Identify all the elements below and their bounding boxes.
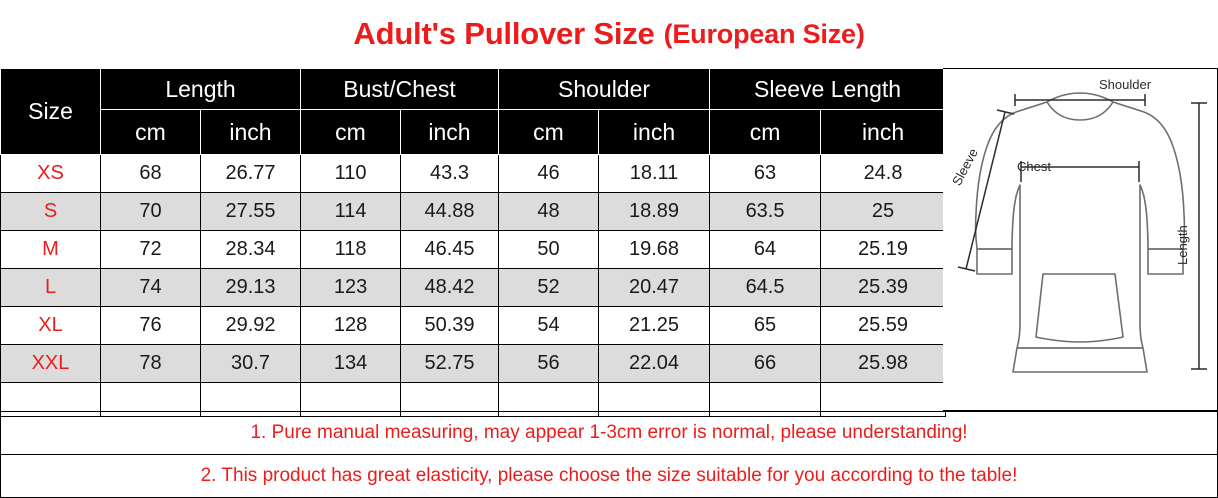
cell-shoulder-inch: 20.47 xyxy=(598,268,711,307)
size-table-body: XS 68 26.77 110 43.3 46 18.11 63 24.8 S … xyxy=(0,154,947,417)
header-unit-sleeve-inch: inch xyxy=(820,109,947,155)
cell-length-inch: 30.7 xyxy=(199,344,302,383)
cell-length-cm: 76 xyxy=(100,306,201,345)
cell-shoulder-inch: 18.11 xyxy=(598,154,711,193)
table-row: XXL 78 30.7 134 52.75 56 22.04 66 25.98 xyxy=(0,344,947,383)
table-header-row-groups: Size Length Bust/Chest Shoulder Sleeve L… xyxy=(0,68,947,155)
cell-length-cm: 74 xyxy=(100,268,201,307)
note-row: 2. This product has great elasticity, pl… xyxy=(0,454,1218,498)
cell-shoulder-cm: 56 xyxy=(498,344,600,383)
cell-length-cm: 68 xyxy=(100,154,201,193)
cell-sleeve-cm: 64.5 xyxy=(709,268,822,307)
table-row: M 72 28.34 118 46.45 50 19.68 64 25.19 xyxy=(0,230,947,269)
cell-length-inch: 26.77 xyxy=(199,154,302,193)
header-group-bust-chest: Bust/Chest xyxy=(300,68,500,110)
header-unit-sleeve-cm: cm xyxy=(709,109,822,155)
header-group-length: Length xyxy=(99,68,302,110)
cell-sleeve-cm: 66 xyxy=(709,344,822,383)
table-row: S 70 27.55 114 44.88 48 18.89 63.5 25 xyxy=(0,192,947,231)
cell-shoulder-cm: 50 xyxy=(498,230,600,269)
cell-shoulder-cm: 52 xyxy=(498,268,600,307)
title-sub-text: (European Size) xyxy=(663,18,865,49)
cell-sleeve-inch: 25.39 xyxy=(820,268,947,307)
cell-sleeve-cm: 63 xyxy=(709,154,822,193)
table-row: XL 76 29.92 128 50.39 54 21.25 65 25.59 xyxy=(0,306,947,345)
size-table: Size Length Bust/Chest Shoulder Sleeve L… xyxy=(0,68,947,417)
diagram-label-shoulder: Shoulder xyxy=(1099,77,1152,92)
size-label: XXL xyxy=(0,344,101,383)
header-size: Size xyxy=(0,68,101,155)
header-unit-length-cm: cm xyxy=(100,109,201,155)
cell-bust-cm: 123 xyxy=(300,268,402,307)
diagram-label-chest: Chest xyxy=(1017,159,1051,174)
header-group-sleeve-length: Sleeve Length xyxy=(709,68,947,110)
garment-diagram: Shoulder Chest Sleeve Length xyxy=(943,68,1218,411)
cell-bust-inch: 44.88 xyxy=(400,192,500,231)
cell-length-cm: 72 xyxy=(100,230,201,269)
cell-bust-cm: 118 xyxy=(300,230,402,269)
measurement-guides xyxy=(957,94,1207,370)
size-label: XS xyxy=(0,154,101,193)
size-label: M xyxy=(0,230,101,269)
note-measuring-error: 1. Pure manual measuring, may appear 1-3… xyxy=(0,411,1218,455)
cell-sleeve-inch: 24.8 xyxy=(820,154,947,193)
cell-length-inch: 27.55 xyxy=(199,192,302,231)
note-elasticity: 2. This product has great elasticity, pl… xyxy=(0,454,1218,498)
cell-shoulder-inch: 21.25 xyxy=(598,306,711,345)
cell-sleeve-inch: 25.59 xyxy=(820,306,947,345)
cell-sleeve-inch: 25.19 xyxy=(820,230,947,269)
title-main-text: Adult's Pullover Size xyxy=(353,16,655,51)
cell-shoulder-cm: 54 xyxy=(498,306,600,345)
cell-sleeve-cm: 63.5 xyxy=(709,192,822,231)
cell-sleeve-cm: 64 xyxy=(709,230,822,269)
header-group-shoulder: Shoulder xyxy=(498,68,711,110)
table-row: XS 68 26.77 110 43.3 46 18.11 63 24.8 xyxy=(0,154,947,193)
size-label: XL xyxy=(0,306,101,345)
diagram-label-length: Length xyxy=(1175,225,1190,265)
cell-length-cm: 70 xyxy=(100,192,201,231)
note-row: 1. Pure manual measuring, may appear 1-3… xyxy=(0,411,1218,455)
page-title: Adult's Pullover Size (European Size) xyxy=(0,0,1218,68)
header-unit-shoulder-cm: cm xyxy=(498,109,600,155)
cell-bust-cm: 110 xyxy=(300,154,402,193)
cell-sleeve-inch: 25.98 xyxy=(820,344,947,383)
cell-bust-inch: 43.3 xyxy=(400,154,500,193)
cell-sleeve-cm: 65 xyxy=(709,306,822,345)
cell-bust-cm: 134 xyxy=(300,344,402,383)
notes-table: 1. Pure manual measuring, may appear 1-3… xyxy=(0,411,1218,498)
cell-bust-inch: 52.75 xyxy=(400,344,500,383)
cell-bust-inch: 46.45 xyxy=(400,230,500,269)
cell-bust-cm: 114 xyxy=(300,192,402,231)
cell-shoulder-inch: 19.68 xyxy=(598,230,711,269)
pullover-illustration xyxy=(957,92,1207,373)
size-label: L xyxy=(0,268,101,307)
cell-shoulder-cm: 46 xyxy=(498,154,600,193)
cell-shoulder-cm: 48 xyxy=(498,192,600,231)
cell-length-cm: 78 xyxy=(100,344,201,383)
size-label: S xyxy=(0,192,101,231)
cell-bust-inch: 48.42 xyxy=(400,268,500,307)
cell-shoulder-inch: 18.89 xyxy=(598,192,711,231)
table-row: L 74 29.13 123 48.42 52 20.47 64.5 25.39 xyxy=(0,268,947,307)
header-unit-length-inch: inch xyxy=(199,109,302,155)
cell-length-inch: 29.92 xyxy=(199,306,302,345)
cell-bust-inch: 50.39 xyxy=(400,306,500,345)
header-unit-shoulder-inch: inch xyxy=(598,109,711,155)
cell-sleeve-inch: 25 xyxy=(820,192,947,231)
header-unit-bust-cm: cm xyxy=(300,109,402,155)
cell-bust-cm: 128 xyxy=(300,306,402,345)
cell-shoulder-inch: 22.04 xyxy=(598,344,711,383)
cell-length-inch: 28.34 xyxy=(199,230,302,269)
table-header-row-units: cm inch cm inch cm inch cm inch xyxy=(1,109,947,155)
header-unit-bust-inch: inch xyxy=(400,109,500,155)
cell-length-inch: 29.13 xyxy=(199,268,302,307)
